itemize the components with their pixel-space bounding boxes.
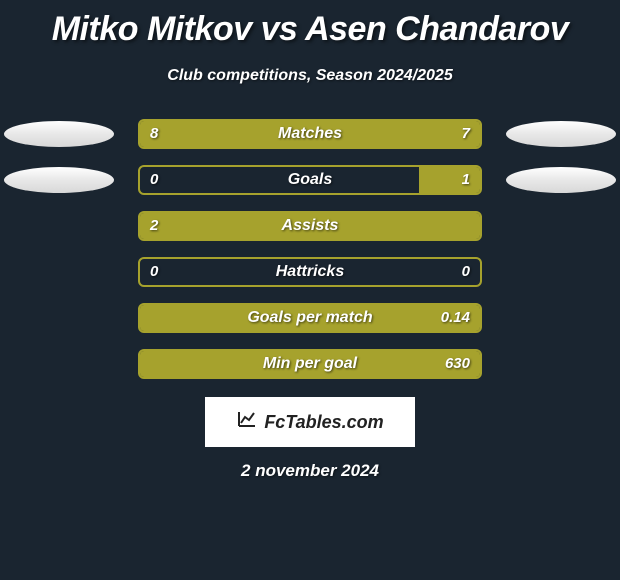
stat-bar: 00Hattricks xyxy=(138,257,482,287)
page-title: Mitko Mitkov vs Asen Chandarov xyxy=(0,0,620,49)
logo-icon xyxy=(236,409,258,436)
stat-bar: 01Goals xyxy=(138,165,482,195)
stat-label: Goals xyxy=(140,167,480,193)
stat-row: 0.14Goals per match xyxy=(0,303,620,333)
stat-label: Min per goal xyxy=(140,351,480,377)
stat-bar: 0.14Goals per match xyxy=(138,303,482,333)
logo-box: FcTables.com xyxy=(205,397,415,447)
stat-label: Assists xyxy=(140,213,480,239)
subtitle: Club competitions, Season 2024/2025 xyxy=(0,67,620,85)
stat-row: 2Assists xyxy=(0,211,620,241)
stat-label: Matches xyxy=(140,121,480,147)
stat-bar: 630Min per goal xyxy=(138,349,482,379)
player-indicator-left xyxy=(4,167,114,193)
stat-bar: 87Matches xyxy=(138,119,482,149)
stat-row: 00Hattricks xyxy=(0,257,620,287)
stat-row: 01Goals xyxy=(0,165,620,195)
date-text: 2 november 2024 xyxy=(0,461,620,481)
stats-container: 87Matches 01Goals 2Assists 00Hattricks 0.14G… xyxy=(0,119,620,379)
player-indicator-right xyxy=(506,121,616,147)
stat-row: 630Min per goal xyxy=(0,349,620,379)
stat-row: 87Matches xyxy=(0,119,620,149)
stat-label: Goals per match xyxy=(140,305,480,331)
player-indicator-left xyxy=(4,121,114,147)
logo-text: FcTables.com xyxy=(264,412,383,433)
stat-bar: 2Assists xyxy=(138,211,482,241)
player-indicator-right xyxy=(506,167,616,193)
stat-label: Hattricks xyxy=(140,259,480,285)
